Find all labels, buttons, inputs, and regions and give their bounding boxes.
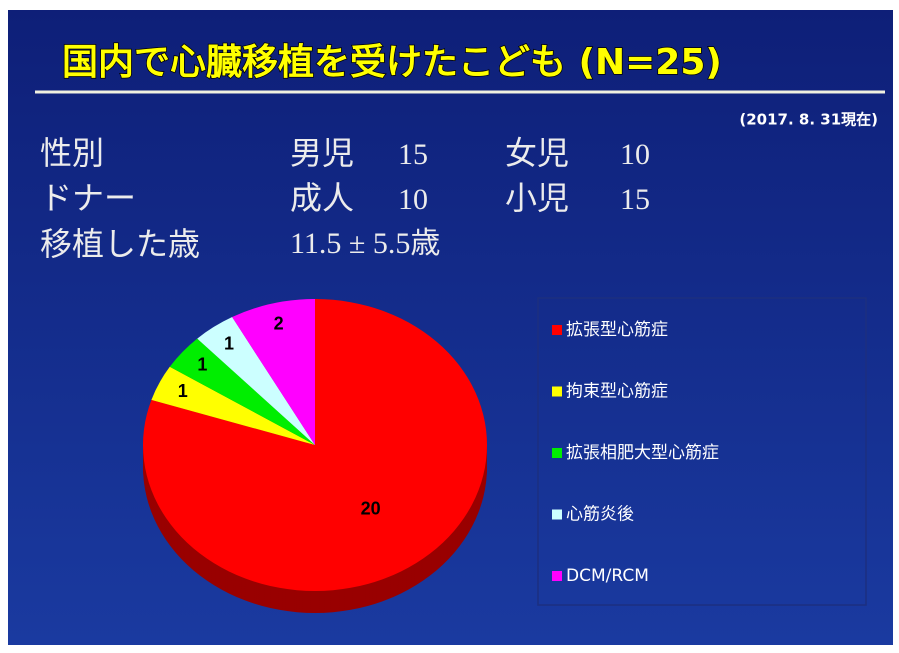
slice xyxy=(169,338,315,445)
slice xyxy=(142,299,488,592)
stat-label: 性別 xyxy=(40,134,104,172)
legend-box xyxy=(537,297,867,606)
stat-item: 女児 xyxy=(505,134,569,172)
title: 国内で心臓移植を受けたこども (N=25) xyxy=(62,42,722,83)
stat-item: 男児 xyxy=(290,134,354,172)
data-label: 1 xyxy=(178,381,188,401)
legend-swatch xyxy=(552,509,562,520)
stat-label: 移植した歳 xyxy=(40,225,200,263)
stat-value: 15 xyxy=(620,183,650,216)
data-label: 20 xyxy=(361,499,381,519)
data-label: 1 xyxy=(224,333,234,353)
stat-item: 小児 xyxy=(505,179,569,217)
stat-label: ドナー xyxy=(40,179,136,217)
stat-text: 11.5 ± 5.5歳 xyxy=(290,227,440,260)
stat-item: 成人 xyxy=(290,179,354,217)
data-label: 2 xyxy=(274,314,284,334)
date: (2017. 8. 31現在) xyxy=(739,111,878,129)
legend-swatch xyxy=(552,448,562,458)
legend-label: 拡張型心筋症 xyxy=(566,320,668,340)
legend-label: 拡張相肥大型心筋症 xyxy=(566,443,719,463)
legend-label: DCM/RCM xyxy=(566,566,649,586)
stat-value: 15 xyxy=(398,138,428,171)
legend-label: 心筋炎後 xyxy=(566,505,634,525)
slice xyxy=(232,299,315,445)
slice xyxy=(197,317,315,445)
legend-swatch xyxy=(552,325,562,335)
legend-label: 拘束型心筋症 xyxy=(566,382,668,402)
data-label: 1 xyxy=(197,355,207,375)
stat-value: 10 xyxy=(620,138,650,171)
legend-swatch xyxy=(552,386,562,397)
stat-value: 10 xyxy=(398,183,428,216)
legend-swatch xyxy=(552,571,562,581)
slice xyxy=(151,366,315,445)
